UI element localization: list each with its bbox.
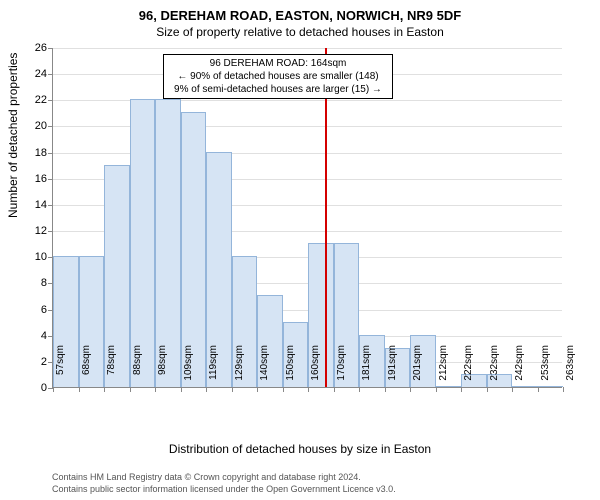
x-tick-label: 263sqm (565, 345, 576, 393)
x-tick-label: 150sqm (285, 345, 296, 393)
x-tick-mark (385, 387, 386, 392)
annotation-line: 9% of semi-detached houses are larger (1… (168, 83, 388, 96)
footer-line-2: Contains public sector information licen… (52, 484, 396, 494)
x-tick-mark (181, 387, 182, 392)
x-tick-label: 212sqm (438, 345, 449, 393)
x-tick-mark (130, 387, 131, 392)
y-tick-mark (48, 231, 53, 232)
x-tick-label: 253sqm (540, 345, 551, 393)
y-axis-label: Number of detached properties (6, 53, 20, 218)
x-tick-mark (461, 387, 462, 392)
x-tick-mark (308, 387, 309, 392)
x-tick-mark (563, 387, 564, 392)
y-tick-mark (48, 100, 53, 101)
y-tick-mark (48, 179, 53, 180)
x-tick-mark (53, 387, 54, 392)
x-tick-label: 170sqm (336, 345, 347, 393)
x-tick-label: 222sqm (463, 345, 474, 393)
chart-title-1: 96, DEREHAM ROAD, EASTON, NORWICH, NR9 5… (0, 0, 600, 23)
x-tick-mark (104, 387, 105, 392)
histogram-bar (130, 99, 156, 387)
y-tick-mark (48, 74, 53, 75)
x-tick-label: 98sqm (157, 345, 168, 393)
x-tick-mark (436, 387, 437, 392)
chart-title-2: Size of property relative to detached ho… (0, 23, 600, 39)
chart-area: 0246810121416182022242657sqm68sqm78sqm88… (52, 48, 562, 388)
x-tick-label: 181sqm (361, 345, 372, 393)
x-tick-label: 68sqm (81, 345, 92, 393)
y-tick-mark (48, 205, 53, 206)
x-tick-mark (283, 387, 284, 392)
annotation-box: 96 DEREHAM ROAD: 164sqm← 90% of detached… (163, 54, 393, 99)
x-tick-label: 129sqm (234, 345, 245, 393)
annotation-line: ← 90% of detached houses are smaller (14… (168, 70, 388, 83)
x-tick-label: 191sqm (387, 345, 398, 393)
x-axis-label: Distribution of detached houses by size … (0, 442, 600, 456)
x-tick-label: 78sqm (106, 345, 117, 393)
x-tick-label: 88sqm (132, 345, 143, 393)
gridline (53, 48, 562, 49)
footer-line-1: Contains HM Land Registry data © Crown c… (52, 472, 361, 482)
x-tick-label: 109sqm (183, 345, 194, 393)
x-tick-mark (487, 387, 488, 392)
x-tick-mark (155, 387, 156, 392)
x-tick-label: 232sqm (489, 345, 500, 393)
y-tick-mark (48, 153, 53, 154)
y-tick-mark (48, 126, 53, 127)
chart-container: 96, DEREHAM ROAD, EASTON, NORWICH, NR9 5… (0, 0, 600, 500)
x-tick-mark (257, 387, 258, 392)
y-tick-mark (48, 48, 53, 49)
x-tick-mark (79, 387, 80, 392)
x-tick-mark (232, 387, 233, 392)
plot-area: 0246810121416182022242657sqm68sqm78sqm88… (52, 48, 562, 388)
x-tick-label: 119sqm (208, 345, 219, 393)
x-tick-mark (512, 387, 513, 392)
x-tick-label: 201sqm (412, 345, 423, 393)
x-tick-mark (410, 387, 411, 392)
annotation-line: 96 DEREHAM ROAD: 164sqm (168, 57, 388, 70)
x-tick-mark (206, 387, 207, 392)
x-tick-label: 160sqm (310, 345, 321, 393)
x-tick-mark (538, 387, 539, 392)
x-tick-mark (359, 387, 360, 392)
histogram-bar (155, 99, 181, 387)
x-tick-label: 140sqm (259, 345, 270, 393)
x-tick-mark (334, 387, 335, 392)
x-tick-label: 242sqm (514, 345, 525, 393)
x-tick-label: 57sqm (55, 345, 66, 393)
